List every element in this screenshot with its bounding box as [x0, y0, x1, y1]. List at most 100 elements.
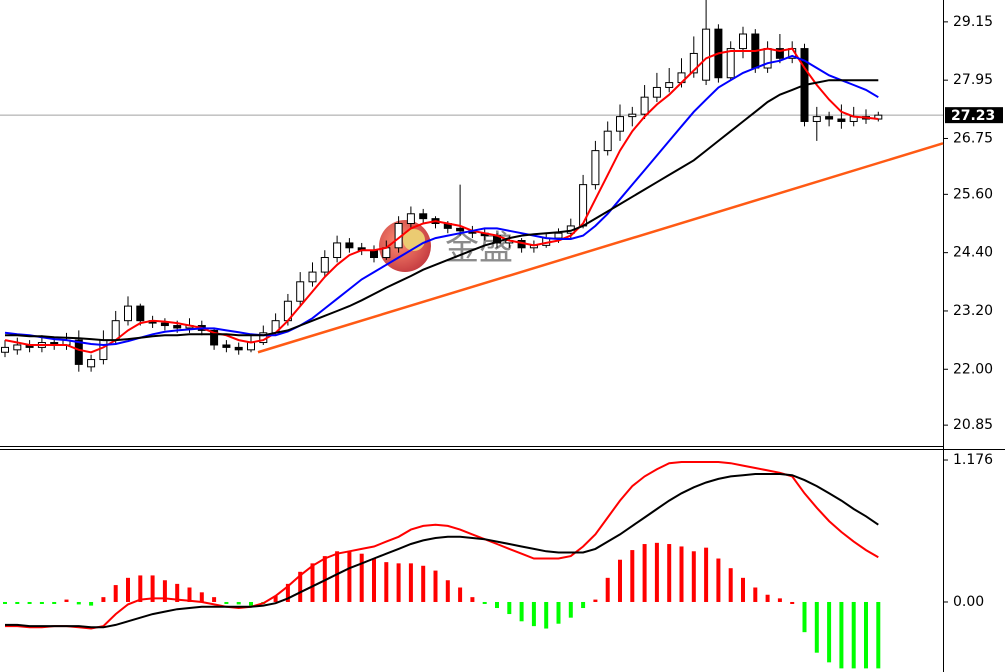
histogram-bar — [212, 597, 217, 602]
y-tick-label: 29.15 — [953, 14, 993, 30]
candle-body — [296, 281, 305, 302]
histogram-bar — [421, 565, 426, 602]
histogram-bar — [3, 601, 7, 604]
histogram-bar — [249, 601, 253, 606]
histogram-bar — [298, 571, 303, 602]
candle-body — [456, 227, 465, 232]
price-label-box — [945, 107, 1003, 124]
histogram-bar — [531, 601, 536, 627]
trendline — [257, 142, 944, 354]
y-tick-label: 26.75 — [953, 130, 993, 146]
histogram-bar — [15, 601, 20, 604]
histogram-bar — [64, 599, 69, 602]
candle-body — [124, 305, 132, 322]
histogram-bar — [322, 556, 327, 602]
histogram-bar — [372, 558, 376, 602]
histogram-bar — [630, 550, 635, 602]
histogram-bar — [113, 585, 118, 602]
histogram-bar — [445, 580, 450, 602]
histogram-bar — [162, 580, 167, 602]
candle-body — [419, 213, 428, 220]
candle-body — [702, 28, 711, 81]
y-tick-label: 24.40 — [953, 245, 993, 261]
candle-body — [406, 213, 415, 224]
histogram-bar — [876, 601, 881, 669]
histogram-bar — [76, 601, 81, 605]
y-tick-label: 25.60 — [953, 186, 993, 202]
macd-line — [5, 473, 879, 629]
histogram-bar — [704, 547, 709, 602]
candle-body — [320, 257, 329, 273]
histogram-bar — [52, 601, 57, 604]
histogram-bar — [335, 551, 340, 602]
y-tick-label: 27.95 — [953, 72, 993, 88]
moving-average — [5, 79, 879, 342]
histogram-bar — [507, 601, 512, 615]
candle-body — [628, 113, 637, 118]
candle-body — [775, 48, 784, 59]
histogram-bar — [827, 601, 832, 663]
candle-body — [234, 346, 243, 351]
candle-body — [652, 86, 661, 98]
candle-body — [173, 325, 182, 329]
histogram-bar — [851, 601, 856, 669]
candle-body — [603, 130, 612, 152]
histogram-bar — [285, 583, 290, 602]
histogram-bar — [814, 601, 819, 653]
histogram-bar — [618, 559, 622, 602]
moving-average — [4, 54, 879, 347]
histogram-bar — [150, 575, 155, 602]
candle-body — [874, 114, 883, 120]
candle-body — [87, 359, 96, 368]
histogram-bar — [864, 601, 868, 669]
histogram-bar — [384, 562, 389, 602]
candle-body — [333, 242, 342, 259]
candle-body — [812, 116, 821, 122]
histogram-bar — [753, 587, 758, 602]
histogram-bar — [187, 587, 192, 602]
candle-body — [739, 33, 747, 50]
histogram-bar — [89, 601, 94, 606]
y-tick-label: 1.176 — [953, 452, 993, 468]
candle-body — [345, 242, 354, 249]
candle-body — [554, 232, 563, 239]
histogram-bar — [273, 595, 278, 602]
histogram-bar — [581, 601, 586, 609]
histogram-bar — [39, 601, 44, 604]
y-tick-label: 22.00 — [953, 361, 993, 377]
candle-body — [210, 329, 219, 346]
candle-body — [74, 339, 83, 365]
candle-body — [1, 346, 9, 353]
histogram-bar — [458, 587, 463, 602]
candle-body — [222, 344, 231, 348]
histogram-bar — [605, 577, 610, 602]
histogram-bar — [27, 601, 32, 604]
histogram-bar — [482, 601, 487, 604]
histogram-bar — [470, 597, 475, 602]
watermark: 金盛 — [379, 220, 513, 272]
histogram-bar — [802, 601, 807, 633]
histogram-bar — [654, 542, 659, 602]
histogram-bar — [642, 544, 647, 602]
histogram-bar — [396, 563, 401, 602]
histogram-bar — [593, 599, 598, 602]
histogram-bar — [679, 546, 684, 602]
histogram-bar — [777, 598, 782, 602]
candle-body — [616, 116, 624, 132]
price-label: 27.23 — [951, 108, 995, 124]
histogram-bar — [138, 575, 143, 602]
histogram-bar — [519, 601, 524, 622]
candle-body — [136, 305, 145, 322]
candle-body — [726, 48, 735, 79]
candle-body — [689, 52, 698, 74]
histogram-bar — [359, 553, 364, 602]
histogram-bar — [556, 601, 561, 624]
y-tick-label: 23.20 — [953, 303, 993, 319]
moving-average — [4, 47, 879, 354]
histogram-bar — [765, 594, 770, 602]
histogram-bar — [126, 577, 130, 602]
histogram-bar — [741, 577, 745, 602]
candle-body — [13, 344, 22, 351]
